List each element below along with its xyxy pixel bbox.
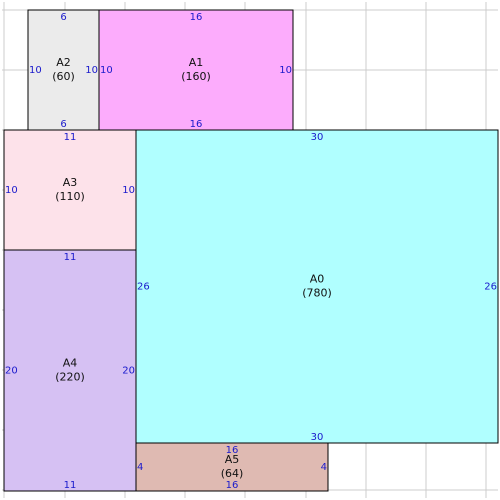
room-rect <box>3 129 137 251</box>
room-area: (220) <box>55 371 85 384</box>
dimension-top: 11 <box>64 252 77 263</box>
dimension-bottom: 6 <box>60 119 66 130</box>
dimension-right: 4 <box>321 462 327 473</box>
dimension-left: 10 <box>29 65 42 76</box>
room-area: (64) <box>221 467 244 480</box>
room-label: A3 <box>63 176 78 189</box>
room-area: (160) <box>181 70 211 83</box>
dimension-right: 26 <box>484 282 497 293</box>
dimension-right: 10 <box>279 65 292 76</box>
room-a1: A1(160) 16 16 10 10 <box>98 9 294 131</box>
dimension-left: 10 <box>100 65 113 76</box>
room-rect <box>27 9 100 131</box>
dimension-top: 30 <box>311 132 324 143</box>
dimension-top: 16 <box>190 12 203 23</box>
room-label: A0 <box>310 273 325 286</box>
dimension-left: 26 <box>137 282 150 293</box>
dimension-bottom: 11 <box>64 480 77 491</box>
room-rect <box>135 129 499 444</box>
dimension-top: 16 <box>226 445 239 456</box>
dimension-left: 10 <box>5 185 18 196</box>
room-a0: A0(780) 30 30 26 26 <box>135 129 499 444</box>
dimension-bottom: 16 <box>226 480 239 491</box>
room-label: A1 <box>189 56 204 69</box>
dimension-left: 20 <box>5 366 18 377</box>
room-rect <box>135 442 329 492</box>
dimension-top: 6 <box>60 12 66 23</box>
room-label: A5 <box>225 453 240 466</box>
room-area: (110) <box>55 190 85 203</box>
room-area: (60) <box>52 70 75 83</box>
room-label: A4 <box>63 357 78 370</box>
room-rect <box>98 9 294 131</box>
room-rect <box>3 249 137 492</box>
dimension-top: 11 <box>64 132 77 143</box>
dimension-right: 20 <box>122 366 135 377</box>
dimension-left: 4 <box>137 462 143 473</box>
room-a4: A4(220) 11 11 20 20 <box>3 249 137 492</box>
room-a3: A3(110) 11 10 10 <box>3 129 137 251</box>
dimension-right: 10 <box>85 65 98 76</box>
room-label: A2 <box>56 56 71 69</box>
room-area: (780) <box>302 287 332 300</box>
dimension-right: 10 <box>122 185 135 196</box>
dimension-bottom: 30 <box>311 432 324 443</box>
room-a2: A2(60) 6 6 10 10 <box>27 9 100 131</box>
dimension-bottom: 16 <box>190 119 203 130</box>
